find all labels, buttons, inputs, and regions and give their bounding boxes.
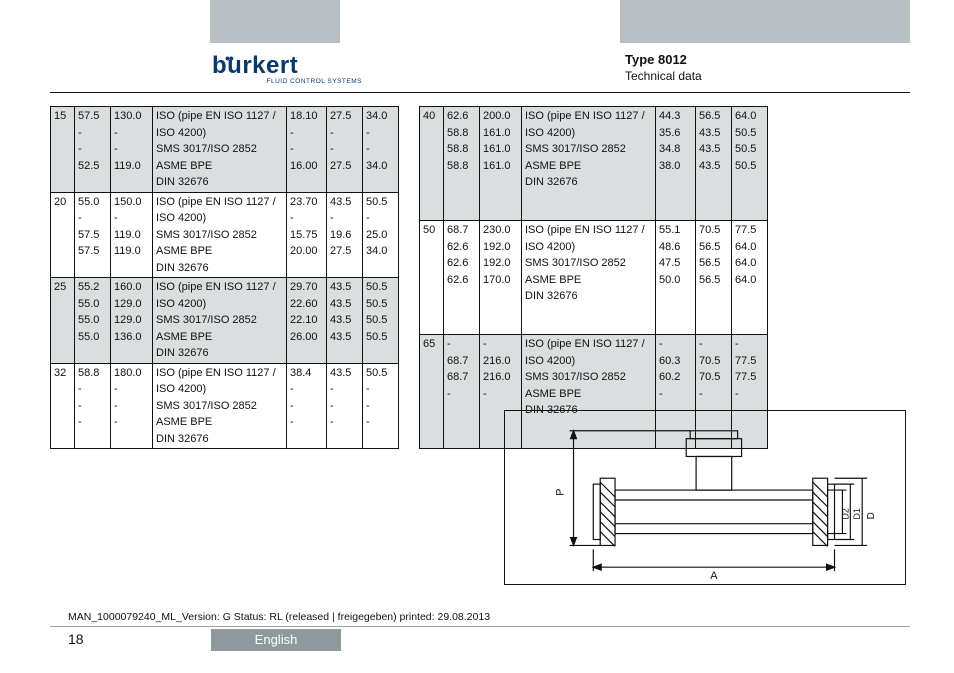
data-cell: 23.70-15.7520.00 — [287, 192, 327, 278]
dn-cell: 40 — [420, 107, 444, 221]
data-cell: 70.556.556.556.5 — [696, 221, 732, 335]
data-cell: ISO (pipe EN ISO 1127 / ISO 4200)SMS 301… — [153, 107, 287, 193]
dimension-diagram: A P D D1 D2 — [504, 410, 906, 585]
data-cell: 50.550.550.550.5 — [363, 278, 399, 364]
data-table-right: 4062.658.858.858.8200.0161.0161.0161.0IS… — [419, 106, 768, 449]
data-cell: 29.7022.6022.1026.00 — [287, 278, 327, 364]
tables-container: 1557.5--52.5130.0--119.0ISO (pipe EN ISO… — [50, 106, 910, 449]
dn-cell: 65 — [420, 335, 444, 449]
doc-id: MAN_1000079240_ML_Version: G Status: RL … — [68, 611, 490, 623]
dim-label-d2: D2 — [840, 508, 850, 519]
data-cell: 160.0129.0129.0136.0 — [111, 278, 153, 364]
dn-cell: 50 — [420, 221, 444, 335]
data-cell: 58.8--- — [75, 363, 111, 449]
dim-label-p: P — [555, 488, 567, 495]
data-cell: 57.5--52.5 — [75, 107, 111, 193]
data-cell: 68.762.662.662.6 — [444, 221, 480, 335]
data-cell: 18.10--16.00 — [287, 107, 327, 193]
data-cell: ISO (pipe EN ISO 1127 / ISO 4200)SMS 301… — [153, 192, 287, 278]
dim-label-a: A — [710, 570, 718, 582]
language-pill: English — [211, 629, 341, 651]
brand-logo: •• burkert FLUID CONTROL SYSTEMS — [212, 52, 362, 85]
data-cell: 55.0-57.557.5 — [75, 192, 111, 278]
data-cell: -68.768.7- — [444, 335, 480, 449]
data-cell: 150.0-119.0119.0 — [111, 192, 153, 278]
data-cell: 64.050.550.550.5 — [732, 107, 768, 221]
data-cell: 50.5-25.034.0 — [363, 192, 399, 278]
data-cell: 27.5--27.5 — [327, 107, 363, 193]
data-cell: ISO (pipe EN ISO 1127 / ISO 4200)SMS 301… — [153, 363, 287, 449]
header-bars — [0, 0, 954, 43]
dim-label-d1: D1 — [852, 508, 862, 519]
data-cell: 77.564.064.064.0 — [732, 221, 768, 335]
dn-cell: 32 — [51, 363, 75, 449]
data-cell: 43.5--- — [327, 363, 363, 449]
data-cell: 38.4--- — [287, 363, 327, 449]
data-cell: 44.335.634.838.0 — [656, 107, 696, 221]
data-cell: 50.5--- — [363, 363, 399, 449]
data-cell: 62.658.858.858.8 — [444, 107, 480, 221]
footer-rule — [50, 626, 910, 627]
data-cell: 200.0161.0161.0161.0 — [480, 107, 522, 221]
dn-cell: 20 — [51, 192, 75, 278]
dn-cell: 15 — [51, 107, 75, 193]
data-cell: ISO (pipe EN ISO 1127 / ISO 4200)SMS 301… — [522, 221, 656, 335]
data-cell: 56.543.543.543.5 — [696, 107, 732, 221]
data-cell: 34.0--34.0 — [363, 107, 399, 193]
data-table-left: 1557.5--52.5130.0--119.0ISO (pipe EN ISO… — [50, 106, 399, 449]
data-cell: 230.0192.0192.0170.0 — [480, 221, 522, 335]
data-cell: 43.5-19.627.5 — [327, 192, 363, 278]
subtitle: Technical data — [625, 69, 702, 83]
page-number: 18 — [68, 631, 84, 647]
data-cell: ISO (pipe EN ISO 1127 / ISO 4200)SMS 301… — [153, 278, 287, 364]
data-cell: ISO (pipe EN ISO 1127 / ISO 4200)SMS 301… — [522, 107, 656, 221]
data-cell: 130.0--119.0 — [111, 107, 153, 193]
header-rule — [50, 92, 910, 93]
title-block: Type 8012 Technical data — [625, 52, 702, 83]
data-cell: 55.255.055.055.0 — [75, 278, 111, 364]
data-cell: 180.0--- — [111, 363, 153, 449]
type-label: Type 8012 — [625, 52, 702, 67]
dn-cell: 25 — [51, 278, 75, 364]
data-cell: 55.148.647.550.0 — [656, 221, 696, 335]
dim-label-d: D — [866, 512, 877, 519]
data-cell: 43.543.543.543.5 — [327, 278, 363, 364]
